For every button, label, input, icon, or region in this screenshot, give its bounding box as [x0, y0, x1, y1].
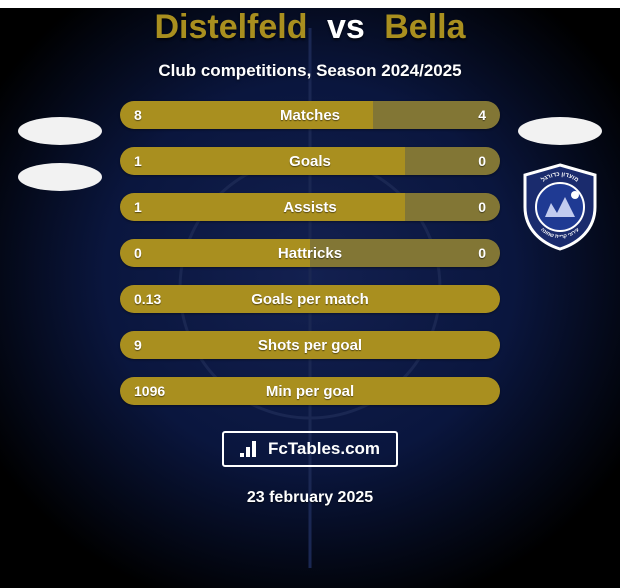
attribution: FcTables.com	[0, 431, 620, 467]
club-badge-placeholder	[518, 117, 602, 145]
stat-label: Shots per goal	[120, 331, 500, 359]
stat-value-right: 0	[478, 239, 486, 267]
stat-label: Hattricks	[120, 239, 500, 267]
player1-name: Distelfeld	[154, 8, 307, 46]
club-badge-shield: מועדון כדורגלעירוני קריית שמונה	[521, 163, 599, 251]
player2-name: Bella	[384, 8, 465, 46]
stat-row: 0Hattricks0	[120, 239, 500, 267]
stat-label: Min per goal	[120, 377, 500, 405]
stats-bars: 8Matches41Goals01Assists00Hattricks00.13…	[120, 101, 500, 405]
stat-row: 1Assists0	[120, 193, 500, 221]
club-badge-placeholder	[18, 117, 102, 145]
attribution-text: FcTables.com	[268, 439, 380, 459]
stat-row: 1096Min per goal	[120, 377, 500, 405]
stat-row: 1Goals0	[120, 147, 500, 175]
stat-row: 9Shots per goal	[120, 331, 500, 359]
stat-label: Goals per match	[120, 285, 500, 313]
main-layout: 8Matches41Goals01Assists00Hattricks00.13…	[0, 111, 620, 405]
title-vs: vs	[327, 8, 365, 46]
stat-value-right: 4	[478, 101, 486, 129]
club-badge-placeholder	[18, 163, 102, 191]
title: Distelfeld vs Bella	[0, 8, 620, 47]
subtitle: Club competitions, Season 2024/2025	[0, 61, 620, 81]
date: 23 february 2025	[0, 489, 620, 507]
left-badges	[0, 111, 120, 191]
stat-value-right: 0	[478, 193, 486, 221]
attribution-box[interactable]: FcTables.com	[222, 431, 398, 467]
stat-label: Matches	[120, 101, 500, 129]
stat-label: Goals	[120, 147, 500, 175]
stat-value-right: 0	[478, 147, 486, 175]
stat-row: 0.13Goals per match	[120, 285, 500, 313]
stat-row: 8Matches4	[120, 101, 500, 129]
right-badges: מועדון כדורגלעירוני קריית שמונה	[500, 111, 620, 251]
chart-icon	[240, 441, 260, 457]
stat-label: Assists	[120, 193, 500, 221]
